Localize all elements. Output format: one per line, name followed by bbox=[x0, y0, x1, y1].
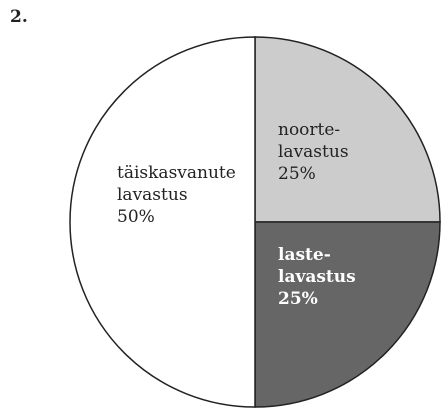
pie-slice-3 bbox=[69, 36, 256, 408]
slice-value-label: 50% bbox=[117, 207, 155, 227]
slice-label-3: täiskasvanute lavastus 50% bbox=[117, 163, 236, 227]
slice-category-label: laste- bbox=[278, 245, 331, 265]
slice-category-label: lavastus bbox=[278, 267, 356, 287]
pie-slices bbox=[69, 36, 441, 408]
slice-label-2: laste-lavastus 25% bbox=[278, 245, 356, 309]
slice-label-1: noorte-lavastus 25% bbox=[278, 120, 349, 184]
slice-category-label: lavastus bbox=[117, 185, 188, 205]
pie-labels: noorte-lavastus 25%laste-lavastus 25%täisk… bbox=[117, 120, 356, 309]
slice-category-label: täiskasvanute bbox=[117, 163, 236, 183]
pie-slice-1 bbox=[254, 36, 441, 223]
pie-slice-2 bbox=[254, 221, 441, 408]
slice-category-label: lavastus bbox=[278, 142, 349, 162]
slice-value-label: 25% bbox=[278, 164, 316, 184]
figure-number: 2. bbox=[10, 7, 28, 27]
slice-value-label: 25% bbox=[278, 289, 318, 309]
slice-category-label: noorte- bbox=[278, 120, 340, 140]
